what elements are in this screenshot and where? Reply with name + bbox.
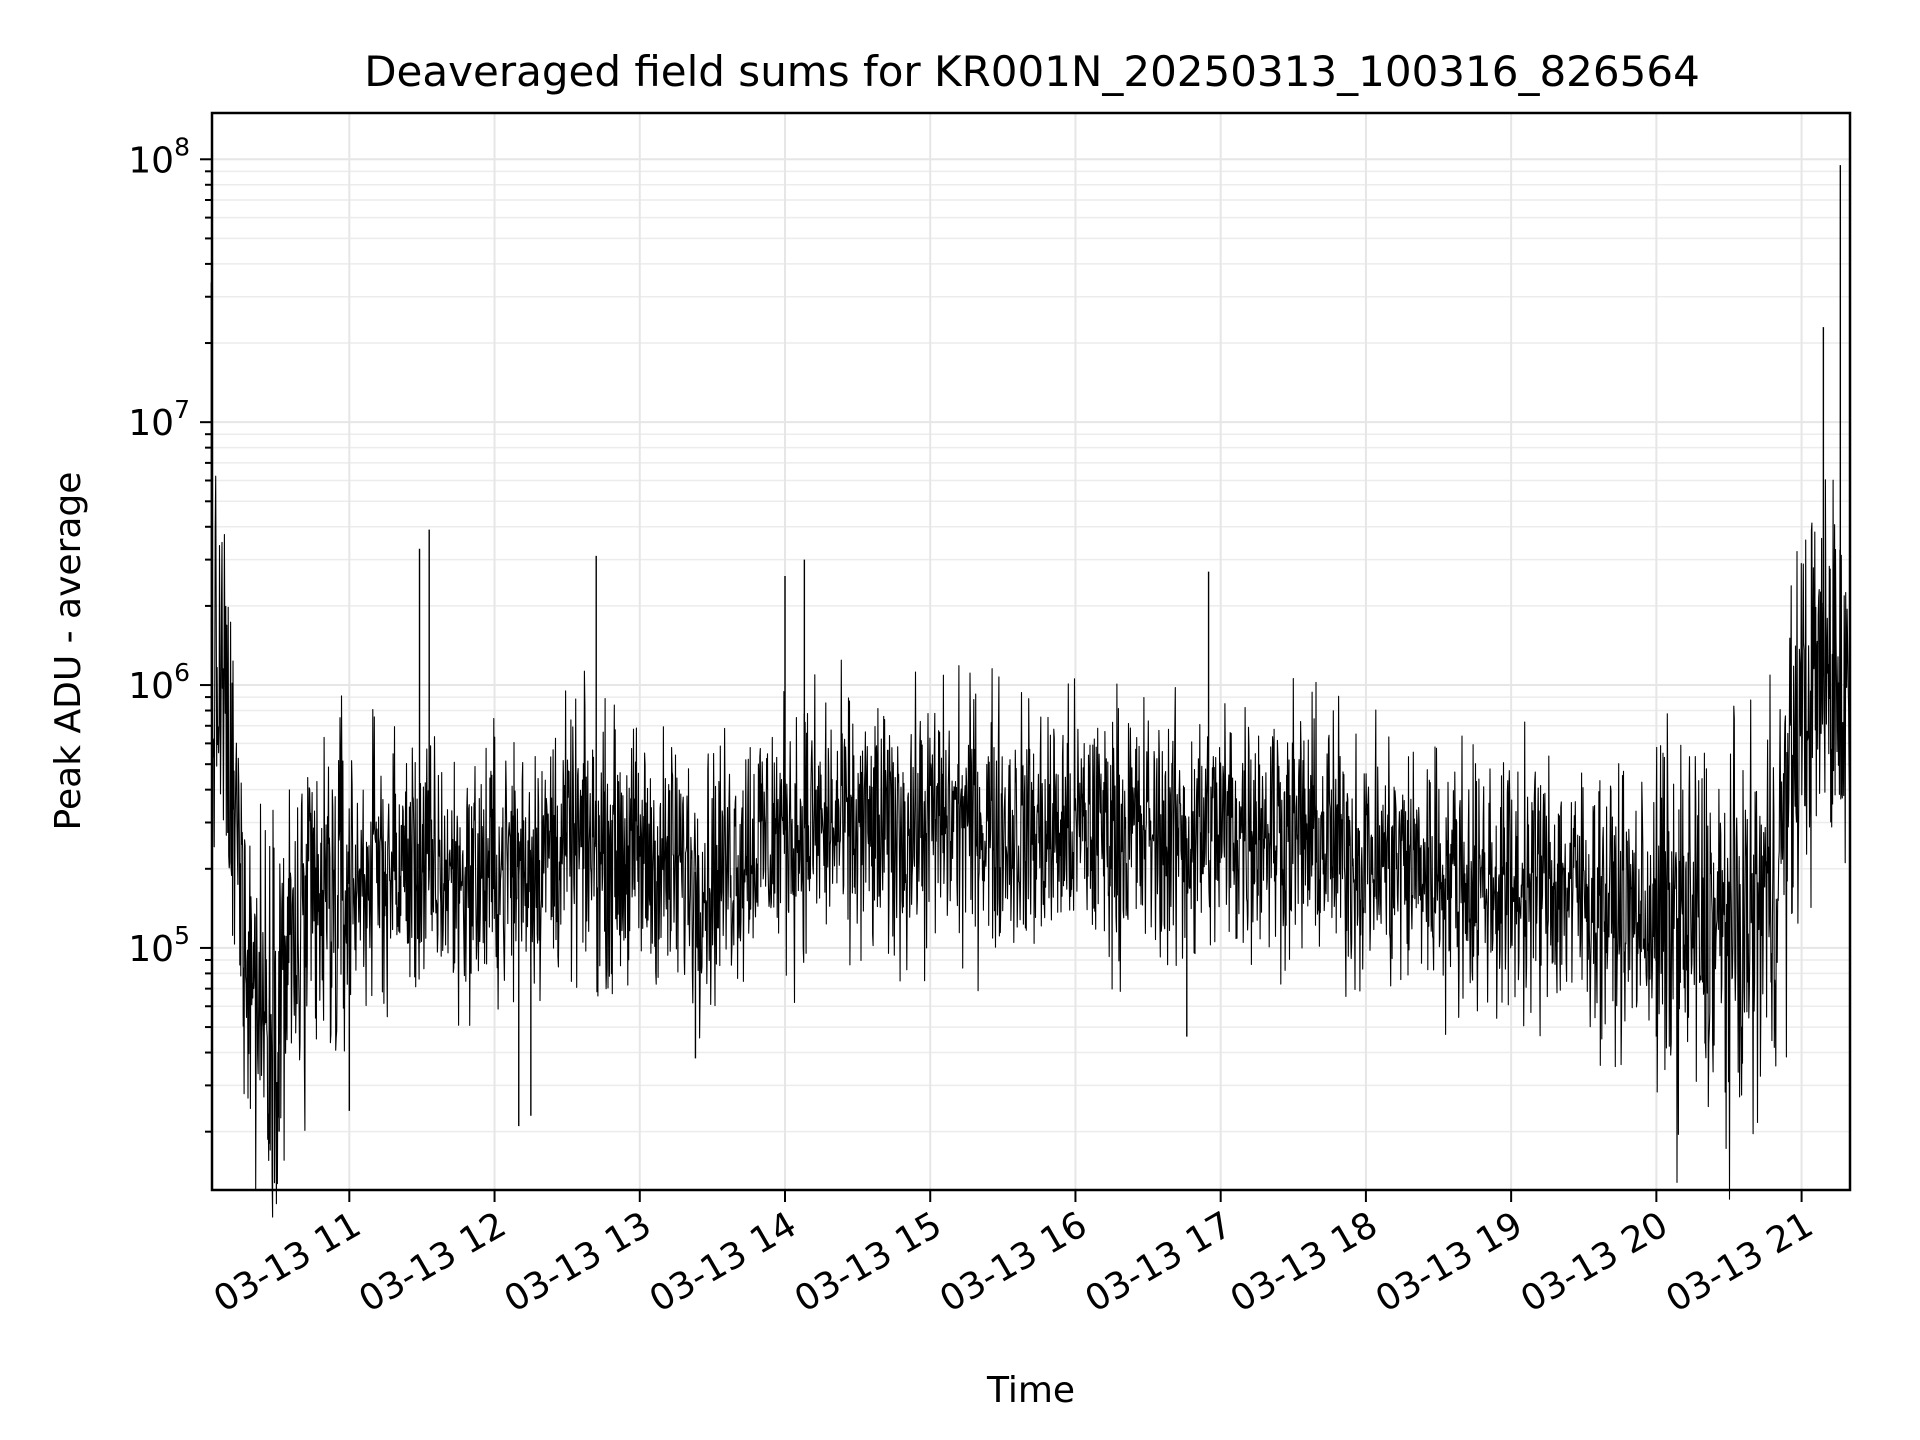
y-tick-exponent: 6 bbox=[174, 658, 190, 687]
series-line bbox=[210, 475, 1851, 1218]
plot-frame bbox=[210, 111, 1852, 1192]
y-tick-exponent: 5 bbox=[174, 921, 190, 950]
y-tick-label: 107 bbox=[128, 395, 190, 444]
chart-title: Deaveraged field sums for KR001N_2025031… bbox=[364, 47, 1700, 96]
y-axis-label: Peak ADU - average bbox=[48, 472, 89, 831]
x-axis-label: Time bbox=[986, 1370, 1075, 1411]
y-tick-base: 10 bbox=[128, 929, 174, 970]
y-tick-base: 10 bbox=[128, 403, 174, 444]
y-tick-label: 105 bbox=[128, 921, 190, 970]
y-tick-base: 10 bbox=[128, 140, 174, 181]
y-tick-exponent: 8 bbox=[174, 132, 190, 161]
plot-area bbox=[210, 165, 1851, 1218]
y-tick-label: 108 bbox=[128, 132, 190, 181]
y-tick-base: 10 bbox=[128, 666, 174, 707]
y-tick-label: 106 bbox=[128, 658, 190, 707]
y-tick-exponent: 7 bbox=[174, 395, 190, 424]
